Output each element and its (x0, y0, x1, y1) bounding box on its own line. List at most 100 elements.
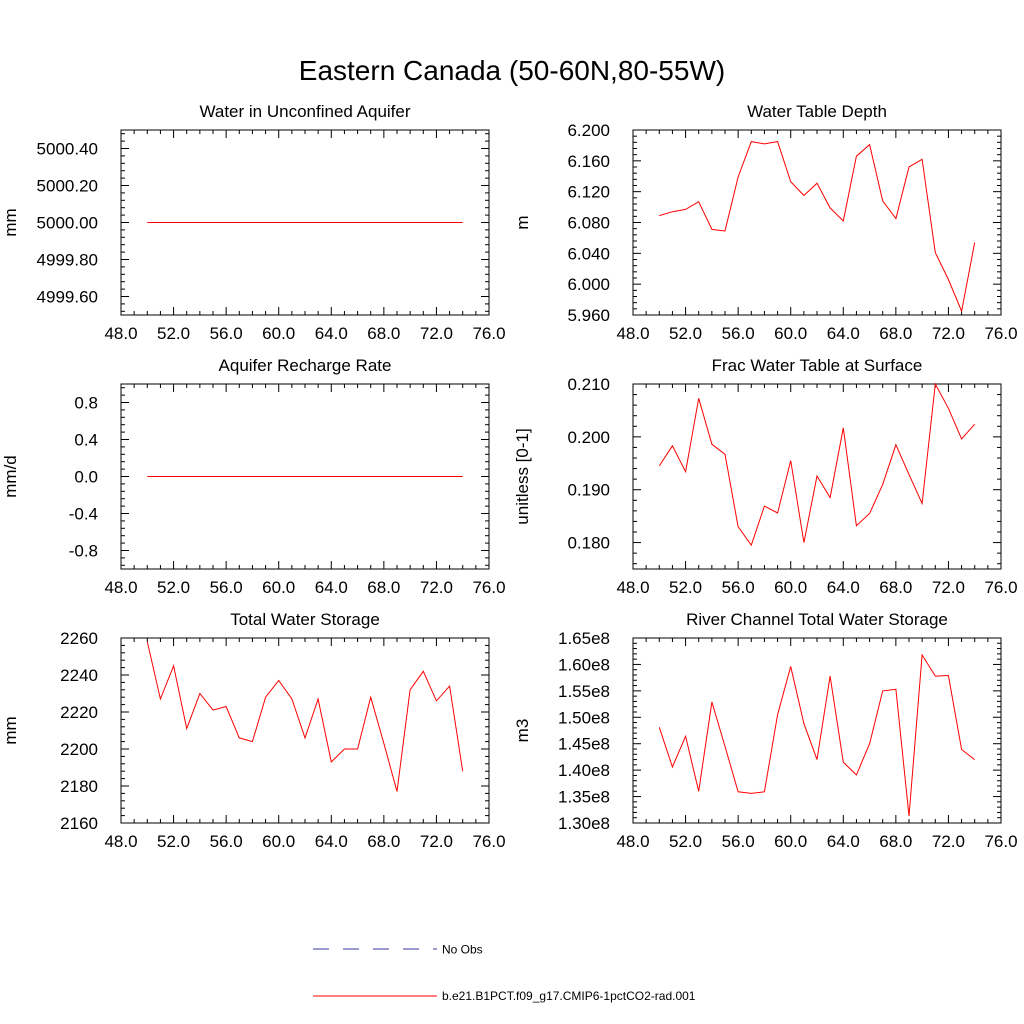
panel-water-table-depth: 48.0 52.0 56.0 60.0 64.0 68.0 72.0 76.0 5.960 6.0… (513, 102, 1018, 343)
panel-title: Frac Water Table at Surface (712, 356, 923, 375)
panel-title: Water in Unconfined Aquifer (199, 102, 410, 121)
x-tick-label: 64.0 (315, 832, 348, 851)
x-tick-label: 52.0 (669, 832, 702, 851)
x-tick-label: 72.0 (932, 578, 965, 597)
y-axis-label: mm (1, 208, 20, 236)
y-tick-label: 1.30e8 (558, 814, 610, 833)
y-tick-label: 6.160 (567, 152, 610, 171)
x-tick-label: 68.0 (367, 324, 400, 343)
y-tick-label: 2260 (60, 629, 98, 648)
y-tick-label: 0.8 (74, 394, 98, 413)
y-tick-label: -0.4 (69, 505, 98, 524)
x-tick-label: 60.0 (774, 832, 807, 851)
x-tick-label: 72.0 (420, 832, 453, 851)
y-axis-label: m3 (513, 719, 532, 743)
series-line (658, 382, 976, 547)
x-tick-label: 48.0 (616, 578, 649, 597)
y-tick-label: 4999.60 (37, 288, 98, 307)
x-tick-label: 60.0 (774, 324, 807, 343)
panel-aquifer-water: 48.0 52.0 56.0 60.0 64.0 68.0 72.0 76.0 4999.60 4… (1, 102, 506, 343)
series-line (658, 653, 976, 817)
x-tick-label: 76.0 (472, 578, 505, 597)
x-tick-label: 56.0 (722, 832, 755, 851)
panels: 48.0 52.0 56.0 60.0 64.0 68.0 72.0 76.0 4999.60 4… (1, 102, 1018, 851)
y-tick-label: 5000.20 (37, 177, 98, 196)
x-tick-label: 56.0 (722, 324, 755, 343)
y-tick-label: 6.200 (567, 121, 610, 140)
x-tick-label: 72.0 (932, 324, 965, 343)
x-tick-label: 76.0 (472, 324, 505, 343)
x-tick-label: 52.0 (669, 324, 702, 343)
x-tick-label: 68.0 (879, 324, 912, 343)
x-tick-label: 48.0 (616, 324, 649, 343)
y-tick-label: 1.55e8 (558, 682, 610, 701)
x-tick-label: 64.0 (315, 578, 348, 597)
y-tick-label: 4999.80 (37, 251, 98, 270)
y-tick-label: 5000.00 (37, 214, 98, 233)
x-tick-label: 72.0 (420, 578, 453, 597)
y-tick-label: 6.120 (567, 183, 610, 202)
x-tick-label: 48.0 (104, 324, 137, 343)
x-tick-label: 52.0 (157, 324, 190, 343)
panel-river-channel-storage: 48.0 52.0 56.0 60.0 64.0 68.0 72.0 76.0 1.30e8 1.… (513, 610, 1018, 851)
y-tick-label: 5.960 (567, 306, 610, 325)
x-tick-label: 52.0 (157, 832, 190, 851)
y-axis-label: mm (1, 716, 20, 744)
x-tick-label: 76.0 (984, 832, 1017, 851)
y-tick-label: 2200 (60, 740, 98, 759)
x-tick-label: 60.0 (774, 578, 807, 597)
panel-title: Water Table Depth (747, 102, 887, 121)
x-tick-label: 48.0 (616, 832, 649, 851)
panel-title: Total Water Storage (230, 610, 380, 629)
legend-item-model: b.e21.B1PCT.f09_g17.CMIP6-1pctCO2-rad.00… (313, 989, 696, 1003)
y-tick-label: 1.65e8 (558, 629, 610, 648)
panel-recharge-rate: 48.0 52.0 56.0 60.0 64.0 68.0 72.0 76.0 -0.8 -0.4… (1, 356, 506, 597)
x-tick-label: 76.0 (984, 324, 1017, 343)
x-tick-label: 56.0 (210, 832, 243, 851)
x-tick-label: 60.0 (262, 324, 295, 343)
series-line (146, 641, 464, 792)
y-tick-label: 6.040 (567, 244, 610, 263)
x-tick-label: 68.0 (367, 832, 400, 851)
panel-title: River Channel Total Water Storage (686, 610, 948, 629)
panel-frac-water-table: 48.0 52.0 56.0 60.0 64.0 68.0 72.0 76.0 0.180 0.1… (513, 356, 1018, 597)
y-tick-label: 6.000 (567, 275, 610, 294)
y-tick-label: 1.60e8 (558, 655, 610, 674)
y-tick-label: -0.8 (69, 542, 98, 561)
x-tick-label: 48.0 (104, 832, 137, 851)
y-tick-label: 2240 (60, 666, 98, 685)
panel-total-water-storage: 48.0 52.0 56.0 60.0 64.0 68.0 72.0 76.0 2160 2180… (1, 610, 506, 851)
y-tick-label: 1.35e8 (558, 788, 610, 807)
y-tick-label: 2160 (60, 814, 98, 833)
y-tick-label: 6.080 (567, 214, 610, 233)
y-axis-label: unitless [0-1] (513, 428, 532, 524)
x-tick-label: 72.0 (420, 324, 453, 343)
y-tick-label: 0.4 (74, 431, 98, 450)
series-line (659, 141, 976, 313)
y-tick-label: 0.200 (567, 428, 610, 447)
x-tick-label: 56.0 (210, 324, 243, 343)
y-tick-label: 1.40e8 (558, 761, 610, 780)
x-tick-label: 48.0 (104, 578, 137, 597)
y-tick-label: 5000.40 (37, 140, 98, 159)
plot-frame (120, 637, 490, 824)
figure-title: Eastern Canada (50-60N,80-55W) (299, 55, 725, 86)
x-tick-label: 52.0 (669, 578, 702, 597)
y-tick-label: 2220 (60, 703, 98, 722)
x-tick-label: 68.0 (879, 832, 912, 851)
x-tick-label: 68.0 (367, 578, 400, 597)
y-tick-label: 0.180 (567, 534, 610, 553)
y-axis-label: mm/d (1, 455, 20, 498)
x-tick-label: 56.0 (722, 578, 755, 597)
plot-frame (632, 637, 1002, 824)
y-tick-label: 1.50e8 (558, 708, 610, 727)
x-tick-label: 64.0 (827, 578, 860, 597)
plot-frame (632, 129, 1002, 316)
x-tick-label: 64.0 (827, 324, 860, 343)
x-tick-label: 60.0 (262, 832, 295, 851)
y-tick-label: 0.210 (567, 375, 610, 394)
panel-title: Aquifer Recharge Rate (219, 356, 392, 375)
x-tick-label: 68.0 (879, 578, 912, 597)
legend-label-model: b.e21.B1PCT.f09_g17.CMIP6-1pctCO2-rad.00… (442, 989, 696, 1003)
